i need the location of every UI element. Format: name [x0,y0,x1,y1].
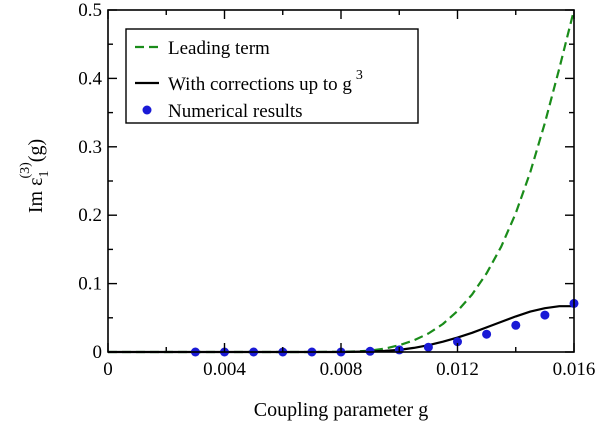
legend: Leading term With corrections up to g 3 N… [125,28,419,124]
legend-label-numerical-results: Numerical results [168,101,303,122]
legend-label-with-corrections-text: With corrections up to g [168,74,352,95]
y-tick-label: 0.3 [78,137,102,158]
data-point [511,320,521,330]
axes: 0 0.004 0.008 0.012 0.016 0 0.1 0.2 0.3 0.4 0.5 [78,0,595,380]
y-tick-label: 0.2 [78,205,102,226]
y-axis-title-suffix: (g) [25,139,47,162]
x-tick-label: 0.016 [553,359,596,380]
x-axis-title: Coupling parameter g [254,399,428,421]
legend-label-with-corrections-sup: 3 [356,68,363,83]
data-point [540,310,550,320]
y-tick-label: 0.5 [78,0,102,21]
x-tick-label: 0.012 [436,359,479,380]
y-axis-title-sup: (3) [18,162,33,179]
y-axis-title: Im ε1 (3)(g) [18,139,52,213]
x-tick-label: 0.004 [203,359,246,380]
legend-box [125,28,419,124]
y-tick-label: 0.4 [78,68,102,89]
legend-label-with-corrections: With corrections up to g 3 [168,68,363,95]
data-point [423,342,433,352]
data-point [453,337,462,347]
y-axis-title-sub: 1 [37,171,52,178]
x-tick-label: 0 [103,359,113,380]
y-tick-label: 0.1 [78,274,102,295]
legend-swatch-numerical-results [142,105,152,115]
data-point [482,329,492,339]
y-tick-label: 0 [93,342,103,363]
y-axis-title-base: Im ε [25,178,47,214]
x-tick-label: 0.008 [320,359,363,380]
legend-label-leading-term: Leading term [168,38,270,59]
